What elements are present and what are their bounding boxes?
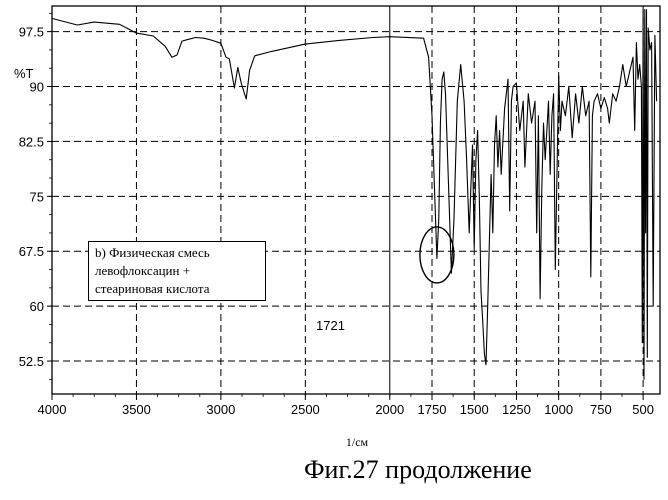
y-axis-label: %T (14, 66, 34, 81)
legend-line-1: b) Физическая смесь (95, 244, 259, 262)
plot-frame (52, 6, 660, 394)
x-tick-label: 2500 (291, 402, 320, 417)
peak-wavenumber-label: 1721 (316, 318, 345, 333)
x-tick-label: 4000 (38, 402, 67, 417)
x-axis-ticks: 4000 3500 3000 2500 2000 1750 1500 1250 1000 750 5… (38, 394, 654, 417)
y-tick-label: 52.5 (19, 354, 44, 369)
y-tick-label: 75 (30, 189, 44, 204)
x-tick-label: 1250 (502, 402, 531, 417)
y-tick-label: 90 (30, 80, 44, 95)
grid-lines (52, 6, 660, 394)
x-tick-label: 1500 (460, 402, 489, 417)
x-tick-label: 500 (632, 402, 654, 417)
y-tick-label: 60 (30, 299, 44, 314)
x-tick-label: 3500 (122, 402, 151, 417)
y-tick-label: 97.5 (19, 25, 44, 40)
figure-caption: Фиг.27 продолжение (304, 455, 532, 485)
legend-line-2: левофлоксацин + (95, 262, 259, 280)
y-tick-label: 67.5 (19, 244, 44, 259)
plot-border (52, 6, 660, 394)
legend-line-3: стеариновая кислота (95, 280, 259, 298)
legend-annotation-box: b) Физическая смесь левофлоксацин + стеа… (88, 241, 266, 301)
x-tick-label: 3000 (206, 402, 235, 417)
y-tick-label: 82.5 (19, 134, 44, 149)
x-tick-label: 2000 (375, 402, 404, 417)
x-axis-label: 1/см (346, 435, 369, 449)
x-tick-label: 1000 (544, 402, 573, 417)
spectrum-series-line (52, 10, 657, 380)
x-tick-label: 1750 (418, 402, 447, 417)
x-tick-label: 750 (590, 402, 612, 417)
